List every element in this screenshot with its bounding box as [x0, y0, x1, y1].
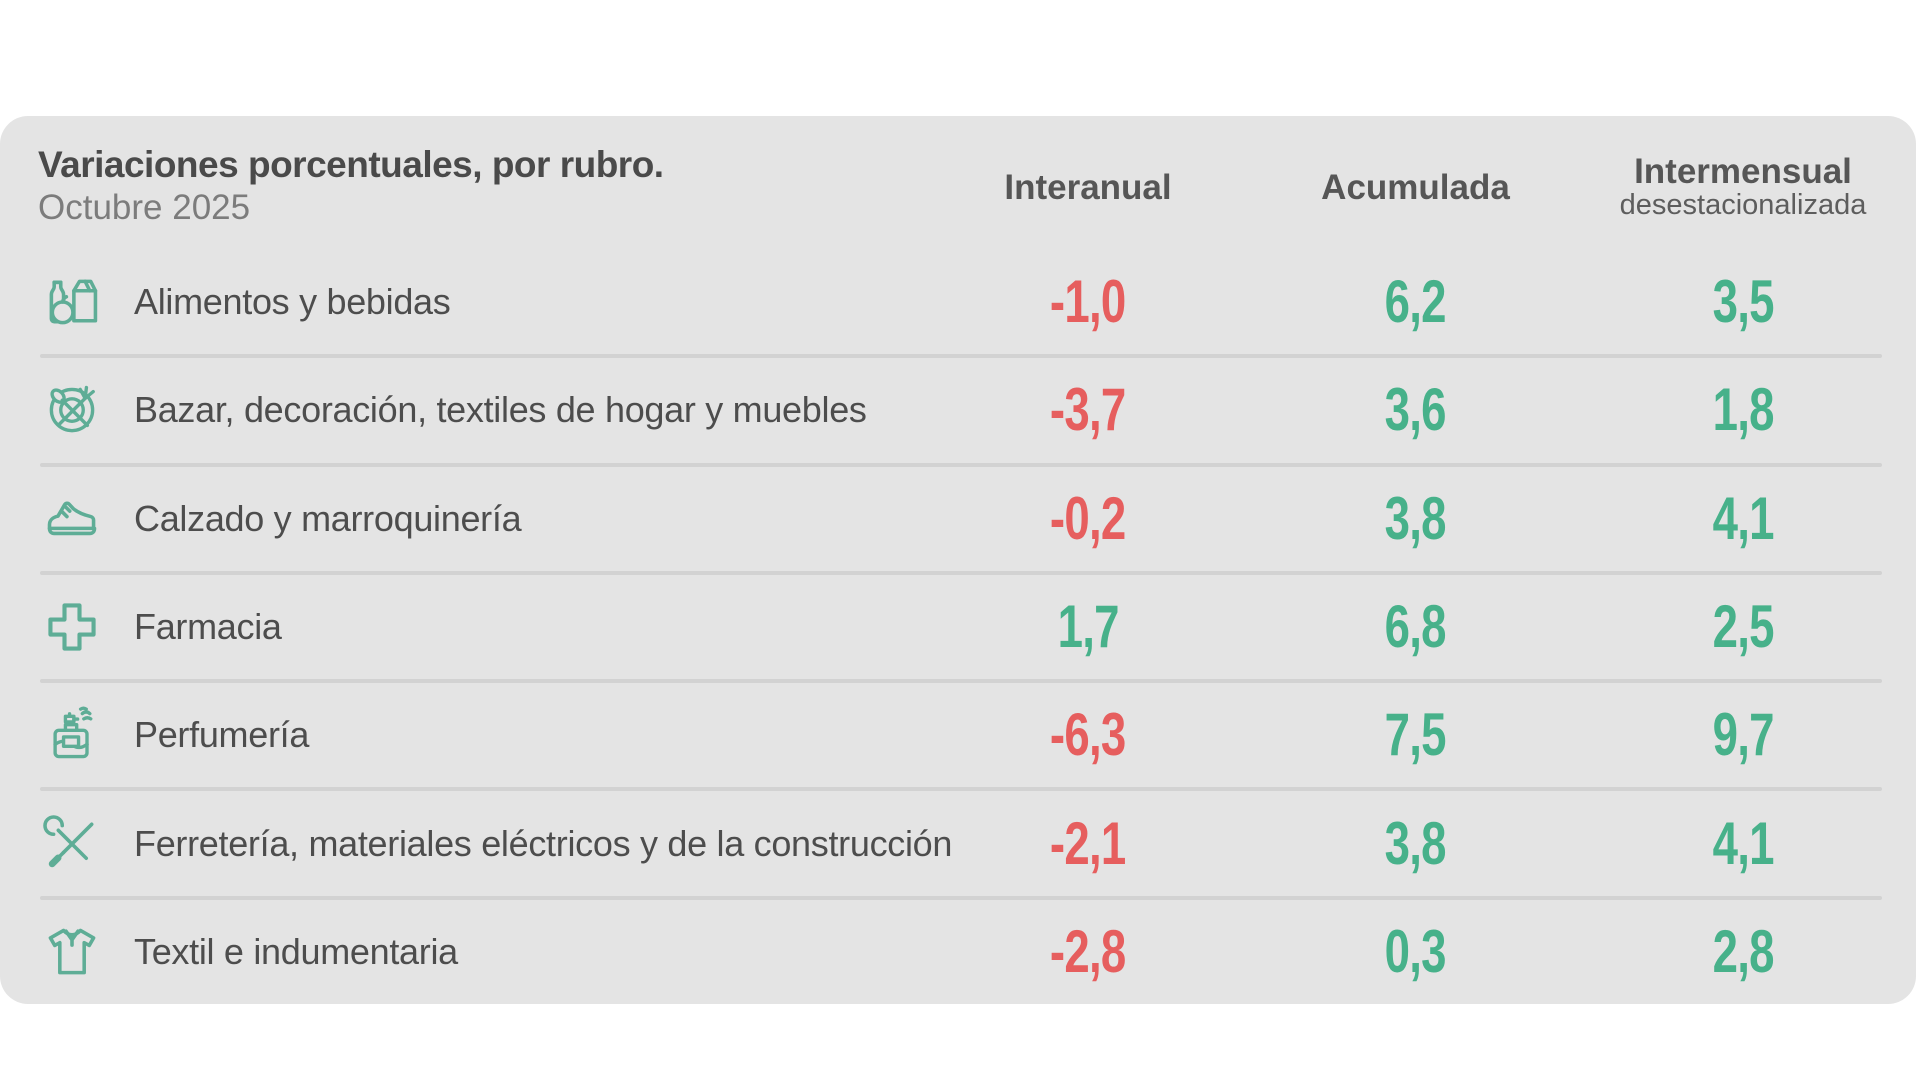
- value-interanual: -1,0: [923, 272, 1253, 332]
- row-label: Textil e indumentaria: [134, 930, 458, 972]
- value-text: 4,1: [1712, 484, 1774, 552]
- value-text: -2,8: [1050, 917, 1126, 985]
- value-acumulada: 6,8: [1253, 592, 1578, 660]
- value-text: 1,8: [1712, 376, 1774, 444]
- value-text: -6,3: [1050, 701, 1126, 769]
- value-intermensual: 3,5: [1578, 272, 1908, 332]
- value-text: 6,2: [1384, 268, 1447, 336]
- row-label: Perfumería: [134, 714, 310, 756]
- tshirt-icon: [38, 921, 106, 983]
- value-text: 2,8: [1712, 917, 1774, 985]
- table-row: Alimentos y bebidas -1,0 6,2 3,5: [38, 250, 1908, 354]
- column-header-label: Intermensual: [1634, 151, 1852, 191]
- value-intermensual: 1,8: [1578, 380, 1908, 440]
- value-acumulada: 3,6: [1253, 380, 1578, 440]
- table-row: Ferretería, materiales eléctricos y de l…: [38, 791, 1908, 895]
- value-acumulada: 6,2: [1253, 272, 1578, 332]
- row-divider: [40, 462, 1882, 467]
- value-interanual: -3,7: [923, 380, 1253, 440]
- value-intermensual: 4,1: [1578, 809, 1908, 877]
- value-text: -3,7: [1050, 376, 1126, 444]
- value-interanual: -2,1: [923, 809, 1253, 877]
- value-interanual: -0,2: [923, 484, 1253, 552]
- sneaker-icon: [38, 488, 106, 550]
- variations-card: Variaciones porcentuales, por rubro. Oct…: [0, 116, 1916, 1004]
- value-acumulada: 3,8: [1253, 809, 1578, 877]
- column-header-acumulada: Acumulada: [1253, 160, 1578, 207]
- row-label: Ferretería, materiales eléctricos y de l…: [134, 822, 953, 864]
- value-text: 4,1: [1712, 809, 1774, 877]
- value-text: -1,0: [1050, 268, 1126, 336]
- row-divider: [40, 570, 1882, 575]
- tools-icon: [38, 813, 106, 875]
- value-text: 7,5: [1384, 701, 1447, 769]
- category-cell: Perfumería: [38, 704, 923, 766]
- value-acumulada: 7,5: [1253, 705, 1578, 765]
- page-subtitle: Octubre 2025: [38, 188, 251, 228]
- value-text: 3,5: [1712, 268, 1774, 336]
- column-header-label: Interanual: [1004, 167, 1172, 207]
- category-cell: Bazar, decoración, textiles de hogar y m…: [38, 379, 923, 441]
- value-text: 3,6: [1384, 376, 1447, 444]
- value-text: -2,1: [1050, 809, 1126, 877]
- value-intermensual: 2,8: [1578, 917, 1908, 985]
- row-label: Farmacia: [134, 605, 282, 647]
- column-header-intermensual: Intermensual desestacionalizada: [1578, 144, 1908, 223]
- column-header-sublabel: desestacionalizada: [1619, 189, 1867, 222]
- category-cell: Textil e indumentaria: [38, 921, 923, 983]
- table-row: Bazar, decoración, textiles de hogar y m…: [38, 358, 1908, 462]
- category-cell: Ferretería, materiales eléctricos y de l…: [38, 813, 952, 875]
- table-header: Variaciones porcentuales, por rubro. Oct…: [38, 116, 1908, 250]
- pharmacy-cross-icon: [38, 596, 106, 658]
- value-text: 1,7: [1057, 592, 1119, 660]
- column-header-interanual: Interanual: [923, 160, 1253, 207]
- value-text: 0,3: [1384, 917, 1447, 985]
- row-divider: [40, 895, 1882, 900]
- table-row: Farmacia 1,7 6,8 2,5: [38, 575, 1908, 679]
- row-label: Calzado y marroquinería: [134, 497, 522, 539]
- value-intermensual: 4,1: [1578, 484, 1908, 552]
- value-text: 6,8: [1384, 592, 1447, 660]
- value-interanual: -2,8: [923, 917, 1253, 985]
- category-cell: Farmacia: [38, 596, 923, 658]
- table-body: Alimentos y bebidas -1,0 6,2 3,5 Bazar, dec…: [38, 250, 1916, 1004]
- value-intermensual: 2,5: [1578, 592, 1908, 660]
- category-cell: Alimentos y bebidas: [38, 271, 923, 333]
- perfume-icon: [38, 704, 106, 766]
- value-interanual: 1,7: [923, 592, 1253, 660]
- value-acumulada: 3,8: [1253, 484, 1578, 552]
- row-label: Alimentos y bebidas: [134, 281, 451, 323]
- tableware-icon: [38, 379, 106, 441]
- category-cell: Calzado y marroquinería: [38, 488, 923, 550]
- value-text: -0,2: [1050, 484, 1126, 552]
- value-text: 2,5: [1712, 592, 1774, 660]
- table-row: Calzado y marroquinería -0,2 3,8 4,1: [38, 467, 1908, 571]
- value-intermensual: 9,7: [1578, 705, 1908, 765]
- title-block: Variaciones porcentuales, por rubro. Oct…: [38, 138, 923, 229]
- value-acumulada: 0,3: [1253, 917, 1578, 985]
- value-text: 3,8: [1384, 484, 1447, 552]
- value-text: 9,7: [1712, 701, 1774, 769]
- page-title: Variaciones porcentuales, por rubro.: [38, 143, 664, 185]
- value-text: 3,8: [1384, 809, 1447, 877]
- table-row: Textil e indumentaria -2,8 0,3 2,8: [38, 900, 1908, 1004]
- row-divider: [40, 787, 1882, 792]
- value-interanual: -6,3: [923, 705, 1253, 765]
- row-label: Bazar, decoración, textiles de hogar y m…: [134, 389, 867, 431]
- row-divider: [40, 679, 1882, 684]
- table-row: Perfumería -6,3 7,5 9,7: [38, 683, 1908, 787]
- groceries-icon: [38, 271, 106, 333]
- row-divider: [40, 354, 1882, 359]
- column-header-label: Acumulada: [1321, 167, 1510, 207]
